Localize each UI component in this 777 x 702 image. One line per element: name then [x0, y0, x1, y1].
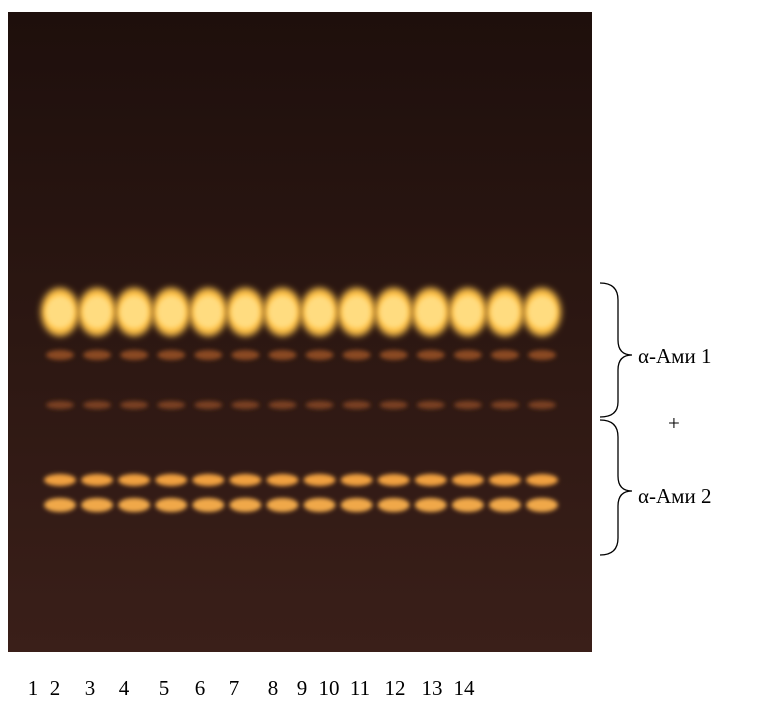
- band: [379, 401, 408, 409]
- band: [81, 474, 114, 486]
- band: [528, 401, 556, 409]
- band: [268, 296, 297, 328]
- band: [453, 296, 482, 328]
- bracket: [599, 419, 633, 556]
- band: [379, 296, 408, 328]
- lane-label: 7: [229, 676, 240, 700]
- band: [231, 350, 260, 360]
- band: [83, 296, 112, 328]
- band: [303, 498, 336, 512]
- band: [194, 350, 223, 360]
- lane-label: 10: [319, 676, 340, 700]
- band: [451, 474, 484, 486]
- band: [157, 401, 186, 409]
- band: [305, 350, 334, 360]
- band: [416, 296, 445, 328]
- band: [377, 498, 410, 512]
- band: [528, 296, 556, 328]
- band: [229, 498, 262, 512]
- band: [488, 498, 521, 512]
- band: [342, 401, 371, 409]
- band: [81, 498, 114, 512]
- band: [453, 401, 482, 409]
- band: [490, 350, 519, 360]
- band: [118, 474, 151, 486]
- separator: +: [668, 411, 680, 435]
- band: [305, 296, 334, 328]
- lane-label: 14: [454, 676, 476, 700]
- band: [453, 350, 482, 360]
- lane-label: 8: [268, 676, 279, 700]
- band: [416, 350, 445, 360]
- band: [83, 401, 112, 409]
- band: [526, 498, 558, 512]
- band: [528, 350, 556, 360]
- lane-label: 13: [422, 676, 443, 700]
- band: [342, 296, 371, 328]
- band: [416, 401, 445, 409]
- lane-label: 3: [85, 676, 96, 700]
- band: [194, 401, 223, 409]
- lane-label: 12: [385, 676, 406, 700]
- band: [526, 474, 558, 486]
- band: [46, 401, 74, 409]
- band: [231, 401, 260, 409]
- band: [192, 498, 225, 512]
- lane-labels: 1 2 3 4 5 6 7 8 9 10 11 12 13 14: [28, 676, 475, 700]
- bracket: [599, 282, 633, 418]
- lane-label: 1: [28, 676, 39, 700]
- band: [157, 296, 186, 328]
- lane-label: 5: [159, 676, 170, 700]
- band: [155, 498, 188, 512]
- band: [414, 498, 447, 512]
- band: [340, 498, 373, 512]
- band: [342, 350, 371, 360]
- band: [305, 401, 334, 409]
- band: [229, 474, 262, 486]
- lane-label: 11: [350, 676, 370, 700]
- gel-bands: [41, 288, 561, 512]
- band: [266, 474, 299, 486]
- band: [120, 401, 149, 409]
- brackets: [599, 282, 633, 556]
- band: [488, 474, 521, 486]
- band: [268, 401, 297, 409]
- lane-label: 6: [195, 676, 206, 700]
- band: [490, 401, 519, 409]
- band: [120, 350, 149, 360]
- band: [377, 474, 410, 486]
- band: [155, 474, 188, 486]
- band: [194, 296, 223, 328]
- band: [157, 350, 186, 360]
- lane-label: 9: [297, 676, 308, 700]
- band: [266, 498, 299, 512]
- band: [118, 498, 151, 512]
- band: [379, 350, 408, 360]
- lane-label: 4: [119, 676, 130, 700]
- band: [303, 474, 336, 486]
- band: [44, 474, 76, 486]
- band: [490, 296, 519, 328]
- band: [83, 350, 112, 360]
- band: [192, 474, 225, 486]
- band: [340, 474, 373, 486]
- bracket-label: α-Ами 1: [638, 344, 711, 368]
- band: [231, 296, 260, 328]
- bracket-label: α-Ами 2: [638, 484, 711, 508]
- band: [46, 296, 74, 328]
- band: [44, 498, 76, 512]
- band: [268, 350, 297, 360]
- band: [414, 474, 447, 486]
- band: [46, 350, 74, 360]
- band: [120, 296, 149, 328]
- band: [451, 498, 484, 512]
- lane-label: 2: [50, 676, 61, 700]
